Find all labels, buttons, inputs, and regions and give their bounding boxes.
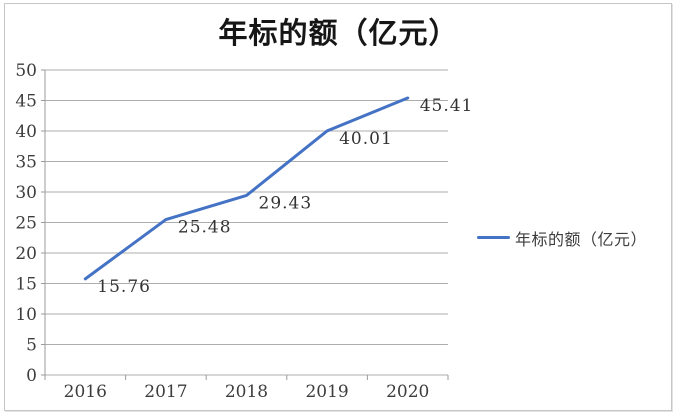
data-label: 25.48 <box>178 218 232 238</box>
x-axis-tick-label: 2018 <box>225 382 268 402</box>
data-label: 45.41 <box>420 96 474 116</box>
y-axis-tick-label: 15 <box>15 275 37 295</box>
legend-line-icon <box>477 236 510 239</box>
x-axis-tick-label: 2016 <box>64 382 107 402</box>
y-axis-tick-label: 5 <box>26 336 37 356</box>
y-axis-tick-label: 30 <box>15 183 37 203</box>
x-axis-tick-label: 2019 <box>305 382 348 402</box>
y-axis-tick-label: 40 <box>15 122 37 142</box>
x-axis-tick-label: 2017 <box>144 382 187 402</box>
y-axis-tick-label: 45 <box>15 92 37 112</box>
x-axis-tick-label: 2020 <box>386 382 429 402</box>
y-axis-tick-label: 20 <box>15 244 37 264</box>
y-axis-tick-label: 10 <box>15 305 37 325</box>
chart-frame <box>4 3 672 411</box>
series-line <box>83 96 410 281</box>
y-axis-tick-label: 50 <box>15 61 37 81</box>
y-axis-tick-label: 25 <box>15 214 37 234</box>
y-axis-tick-label: 0 <box>26 366 37 386</box>
data-label: 29.43 <box>259 193 313 213</box>
data-label: 15.76 <box>97 277 151 297</box>
chart-title: 年标的额（亿元） <box>218 16 459 50</box>
y-axis-tick-label: 35 <box>15 153 37 173</box>
legend: 年标的额（亿元） <box>477 229 647 249</box>
legend-series-label: 年标的额（亿元） <box>515 229 648 249</box>
data-label: 40.01 <box>339 129 393 149</box>
